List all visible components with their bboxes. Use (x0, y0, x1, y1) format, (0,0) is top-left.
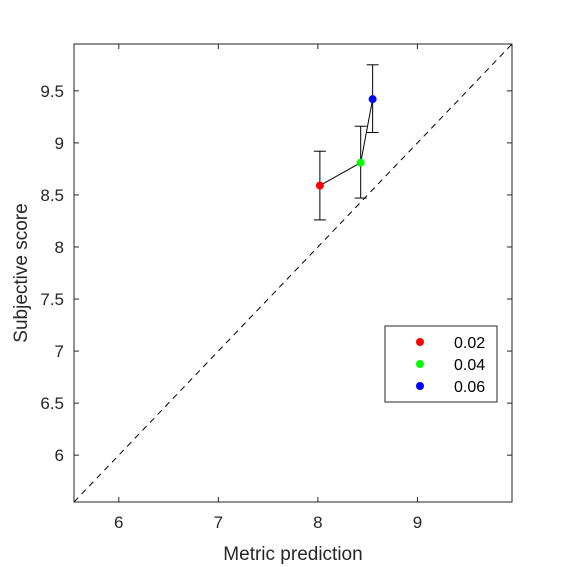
legend: 0.02 0.04 0.06 (384, 325, 498, 403)
legend-label: 0.04 (454, 357, 485, 374)
y-axis-label: Subjective score (11, 203, 32, 342)
y-tick-label: 9 (55, 134, 64, 153)
data-point (315, 181, 324, 190)
x-axis-label: Metric prediction (223, 544, 362, 565)
reference-line (73, 43, 513, 503)
legend-marker (416, 338, 424, 346)
legend-label: 0.02 (454, 335, 485, 352)
legend-marker (416, 360, 424, 368)
y-tick-label: 8.5 (40, 186, 64, 205)
y-tick-label: 7.5 (40, 290, 64, 309)
y-tick-label: 6 (55, 446, 64, 465)
legend-label: 0.06 (454, 379, 485, 396)
y-tick-label: 7 (55, 342, 64, 361)
x-tick-label: 9 (413, 513, 422, 532)
data-point (356, 158, 365, 167)
x-tick-label: 7 (214, 513, 223, 532)
y-tick-label: 8 (55, 238, 64, 257)
x-tick-label: 6 (114, 513, 123, 532)
data-point (368, 95, 377, 104)
y-tick-label: 9.5 (40, 82, 64, 101)
x-tick-label: 8 (313, 513, 322, 532)
y-tick-label: 6.5 (40, 394, 64, 413)
legend-box (384, 325, 498, 403)
legend-marker (416, 382, 424, 390)
